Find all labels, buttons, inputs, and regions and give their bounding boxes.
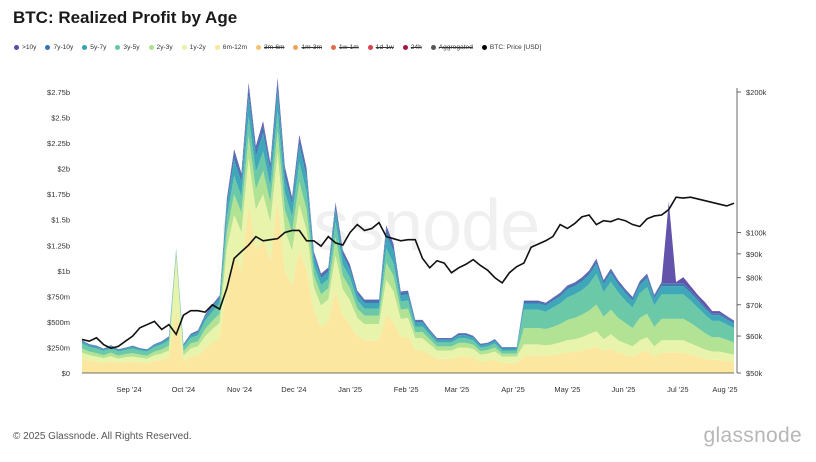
legend-item[interactable]: BTC: Price [USD] bbox=[481, 44, 542, 51]
area-series-6m-12m bbox=[82, 199, 734, 373]
area-series-1y-2y bbox=[82, 153, 734, 364]
y-tick-left-label: $0 bbox=[62, 369, 70, 378]
legend-dot-icon bbox=[82, 45, 88, 50]
legend-dot-icon bbox=[293, 45, 299, 50]
legend-dot-icon bbox=[115, 45, 121, 50]
legend-item[interactable]: 3y-5y bbox=[115, 44, 140, 51]
legend-label: 3y-5y bbox=[123, 44, 140, 51]
legend-dot-icon bbox=[402, 45, 408, 50]
area-series-3y-5y bbox=[82, 111, 734, 356]
legend-item[interactable]: >10y bbox=[14, 44, 36, 51]
y-tick-left-label: $1.75b bbox=[47, 190, 70, 199]
legend-dot-icon bbox=[430, 45, 436, 50]
chart-title: BTC: Realized Profit by Age bbox=[13, 8, 238, 27]
x-tick-label: Dec '24 bbox=[281, 385, 306, 394]
legend-label: 2y-3y bbox=[156, 44, 173, 51]
legend-item[interactable]: 3m-6m bbox=[255, 44, 285, 51]
x-tick-label: Mar '25 bbox=[445, 385, 470, 394]
y-tick-left-label: $2.75b bbox=[47, 88, 70, 97]
legend-item[interactable]: 5y-7y bbox=[82, 44, 106, 51]
legend-item[interactable]: 1m-3m bbox=[293, 44, 322, 51]
legend-label: >10y bbox=[22, 44, 37, 51]
brand-logo: glassnode bbox=[703, 424, 802, 447]
legend-label: BTC: Price [USD] bbox=[489, 44, 542, 51]
legend-dot-icon bbox=[214, 45, 220, 50]
legend-dot-icon bbox=[255, 45, 261, 50]
y-tick-left-label: $250m bbox=[47, 343, 70, 352]
x-tick-label: Apr '25 bbox=[501, 385, 525, 394]
legend-item[interactable]: 1d-1w bbox=[367, 44, 394, 51]
legend-item[interactable]: 1w-1m bbox=[331, 44, 359, 51]
legend-dot-icon bbox=[14, 45, 19, 50]
x-tick-label: Nov '24 bbox=[227, 385, 252, 394]
x-tick-label: Jul '25 bbox=[667, 385, 688, 394]
legend: >10y 7y-10y 5y-7y 3y-5y 2y-3y 1y-2y 6m-12m 3m-6… bbox=[14, 44, 550, 51]
y-tick-left-label: $2b bbox=[57, 165, 70, 174]
area-series-5y-7y bbox=[82, 90, 734, 352]
y-tick-right-label: $100k bbox=[746, 229, 767, 238]
area-series-2y-3y bbox=[82, 130, 734, 359]
y-tick-left-label: $750m bbox=[47, 292, 70, 301]
price-line bbox=[81, 196, 735, 350]
legend-dot-icon bbox=[181, 45, 187, 50]
legend-item[interactable]: 1y-2y bbox=[181, 44, 206, 51]
legend-dot-icon bbox=[45, 45, 51, 50]
legend-dot-icon bbox=[331, 45, 336, 50]
x-tick-label: Jun '25 bbox=[612, 385, 636, 394]
y-tick-left-label: $1b bbox=[57, 267, 70, 276]
legend-label: 5y-7y bbox=[90, 44, 107, 51]
y-tick-left-label: $1.5b bbox=[51, 216, 70, 225]
legend-label: 6m-12m bbox=[222, 44, 247, 51]
x-tick-label: Jan '25 bbox=[338, 385, 362, 394]
legend-dot-icon bbox=[481, 45, 487, 50]
legend-label: 3m-6m bbox=[263, 44, 285, 51]
y-tick-left-label: $1.25b bbox=[47, 241, 70, 250]
x-tick-label: Oct '24 bbox=[172, 385, 196, 394]
legend-dot-icon bbox=[148, 45, 154, 50]
copyright-footer: © 2025 Glassnode. All Rights Reserved. bbox=[13, 431, 192, 442]
y-tick-right-label: $70k bbox=[746, 301, 763, 310]
legend-item[interactable]: 6m-12m bbox=[214, 44, 247, 51]
legend-label: 1y-2y bbox=[189, 44, 206, 51]
legend-label: 1d-1w bbox=[375, 44, 394, 51]
legend-item[interactable]: 24h bbox=[402, 44, 422, 51]
x-tick-label: Sep '24 bbox=[116, 385, 141, 394]
y-tick-right-label: $60k bbox=[746, 332, 763, 341]
legend-label: 1w-1m bbox=[339, 44, 359, 51]
legend-dot-icon bbox=[367, 45, 373, 50]
legend-label: 1m-3m bbox=[301, 44, 322, 51]
x-tick-label: May '25 bbox=[554, 385, 580, 394]
legend-item[interactable]: Aggregated bbox=[430, 44, 473, 51]
legend-item[interactable]: 7y-10y bbox=[45, 44, 73, 51]
y-tick-right-label: $200k bbox=[746, 88, 767, 97]
legend-label: 7y-10y bbox=[53, 44, 74, 51]
x-tick-label: Aug '25 bbox=[712, 385, 737, 394]
y-tick-left-label: $500m bbox=[47, 318, 70, 327]
y-tick-right-label: $50k bbox=[746, 369, 763, 378]
legend-label: 24h bbox=[410, 44, 422, 51]
y-tick-left-label: $2.25b bbox=[47, 139, 70, 148]
x-tick-label: Feb '25 bbox=[394, 385, 419, 394]
legend-label: Aggregated bbox=[438, 44, 473, 51]
y-tick-right-label: $90k bbox=[746, 250, 763, 259]
y-tick-left-label: $2.5b bbox=[51, 114, 70, 123]
y-tick-right-label: $80k bbox=[746, 274, 763, 283]
legend-item[interactable]: 2y-3y bbox=[148, 44, 173, 51]
